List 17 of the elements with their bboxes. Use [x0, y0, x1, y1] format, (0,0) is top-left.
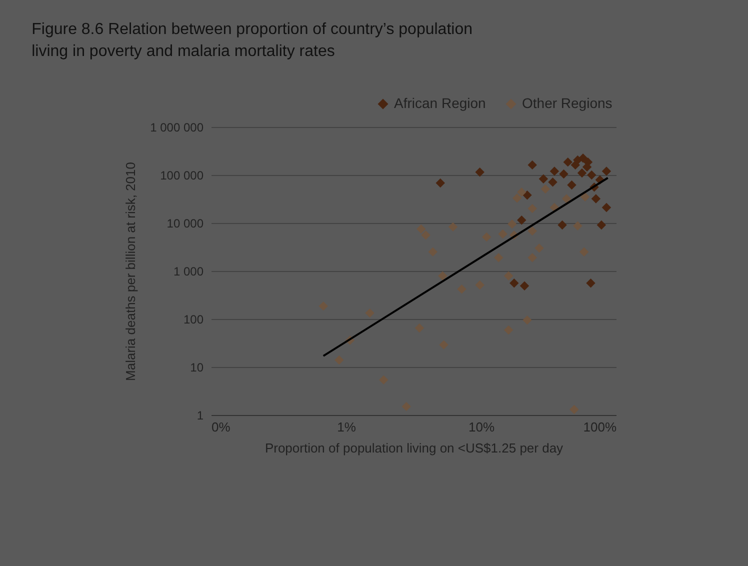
x-tick-label: 100%	[583, 420, 617, 434]
y-tick-label: 1	[196, 408, 204, 422]
y-tick-label: 1 000	[173, 264, 204, 278]
x-tick-label: 0%	[212, 420, 231, 434]
y-tick-label: 100	[183, 312, 204, 326]
x-tick-label: 1%	[337, 420, 356, 434]
y-tick-label: 10 000	[166, 216, 204, 230]
text: living in poverty and malaria mortality rates	[32, 43, 335, 60]
y-tick-label: 10	[190, 360, 204, 374]
legend-label: Other Regions	[522, 95, 612, 111]
y-tick-label: 1 000 000	[150, 120, 204, 134]
legend-label: African Region	[394, 95, 486, 111]
x-tick-label: 10%	[468, 420, 495, 434]
y-axis-title: Malaria deaths per billion at risk, 2010	[123, 162, 138, 381]
y-tick-label: 100 000	[160, 168, 204, 182]
text: Figure 8.6 Relation between proportion of country’s population	[32, 21, 472, 38]
x-axis-title: Proportion of population living on <US$1.25 per day	[264, 440, 564, 456]
